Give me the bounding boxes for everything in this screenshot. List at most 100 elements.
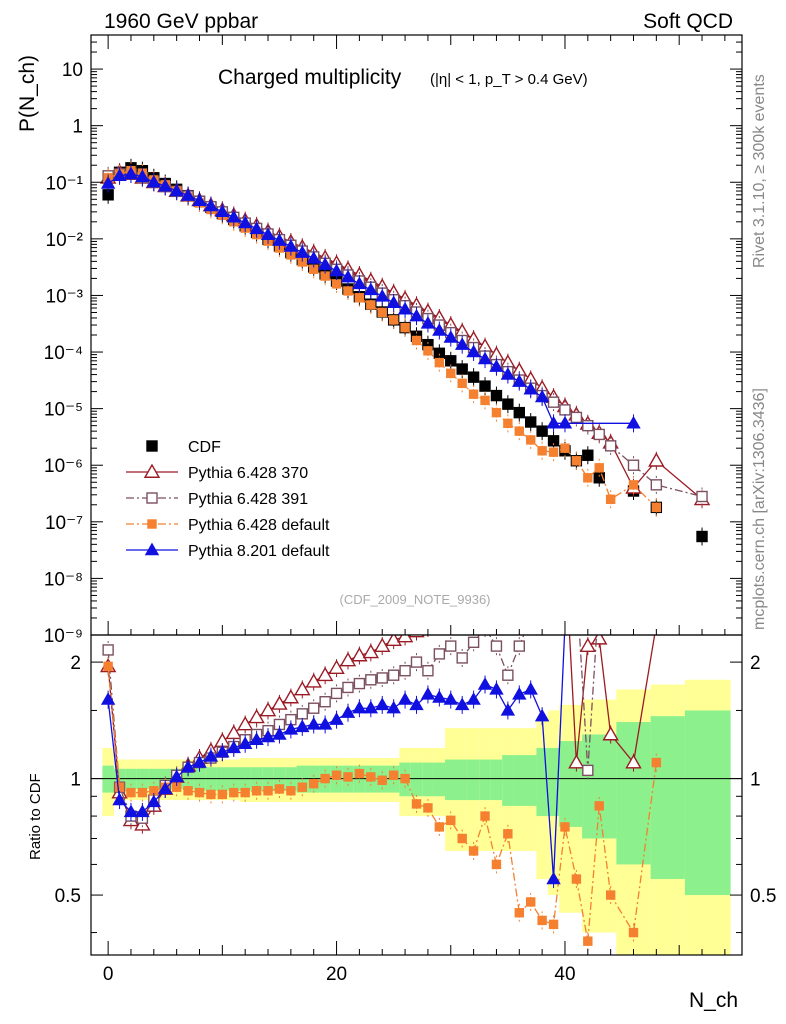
ratio-y-tick-label-right: 0.5 — [750, 886, 776, 907]
main-4-point — [409, 308, 424, 322]
ratio-3-point — [454, 697, 470, 711]
ratio-3-point — [135, 804, 150, 818]
band-inner — [102, 765, 114, 793]
ratio-1-point — [456, 652, 468, 664]
ratio-2-point — [583, 936, 593, 946]
ratio-2-point — [537, 915, 547, 926]
ratio-2-point — [286, 786, 296, 796]
ratio-1-point — [513, 640, 525, 652]
main-0-point — [433, 347, 446, 359]
main-4-point — [432, 323, 447, 336]
main-4-point — [123, 166, 139, 180]
legend-marker — [146, 440, 158, 452]
main-3-point — [366, 300, 376, 310]
main-4-point — [375, 289, 390, 302]
main-4-point — [466, 344, 481, 358]
ratio-2-point — [297, 782, 307, 792]
ratio-1-point — [445, 640, 457, 652]
ratio-0-point — [236, 716, 254, 731]
ratio-1-point — [410, 656, 423, 668]
ratio-3-point — [375, 697, 390, 711]
ratio-y-tick-label-right: 1 — [750, 770, 761, 791]
main-4-point — [329, 263, 344, 277]
ratio-2-point — [183, 786, 193, 796]
ratio-2-point — [651, 757, 662, 768]
ratio-3-point — [226, 740, 241, 754]
ratio-3-series — [100, 635, 566, 889]
main-4-point — [557, 415, 573, 429]
main-0-point — [490, 389, 503, 402]
ratio-panel: 0.5 0.51 12 20 20 40 Ratio to CDF N_ch — [27, 634, 776, 1012]
main-4-point — [500, 367, 516, 380]
ratio-3-point — [363, 700, 379, 714]
main-3-point — [411, 335, 422, 346]
ratio-0-point — [591, 635, 608, 645]
main-2-point — [604, 440, 617, 452]
ratio-3-point — [146, 794, 162, 808]
ratio-1-point — [467, 636, 480, 649]
ratio-y-tick-label: 0.5 — [55, 886, 81, 907]
ratio-3-point — [237, 736, 253, 749]
ratio-1-point — [433, 648, 446, 660]
main-3-point — [560, 443, 570, 453]
main-4-point — [363, 282, 379, 296]
ratio-3-point — [260, 729, 276, 743]
ratio-3-point — [386, 700, 401, 714]
ratio-2-point — [571, 874, 582, 884]
band-inner — [650, 716, 685, 880]
main-4-point — [249, 221, 264, 235]
header-left: 1960 GeV ppbar — [104, 10, 258, 33]
ratio-3-point — [317, 717, 333, 730]
ratio-2-point — [354, 768, 365, 779]
ratio-1-point — [502, 669, 514, 681]
ratio-3-point — [489, 682, 504, 695]
ratio-1-point — [490, 640, 503, 652]
ratio-2-point — [548, 919, 559, 930]
main-2-point — [582, 419, 594, 432]
ratio-2-point — [605, 890, 616, 900]
band-inner — [479, 759, 491, 801]
ratio-3-point — [409, 697, 424, 711]
ratio-3-point — [249, 732, 264, 745]
ratio-2-point — [274, 784, 285, 794]
main-3-point — [583, 473, 593, 483]
ratio-2-point — [480, 811, 490, 821]
chart-title-suffix: (|η| < 1, p_T > 0.4 GeV) — [430, 71, 588, 88]
main-4-point — [489, 359, 504, 372]
main-4-point — [317, 257, 333, 270]
ratio-2-point — [366, 772, 376, 782]
ratio-1-point — [296, 708, 308, 720]
main-0-point — [525, 416, 537, 428]
ratio-2-point — [229, 787, 239, 798]
main-4-point — [203, 198, 219, 212]
main-4-point — [180, 188, 196, 201]
legend-marker — [146, 492, 158, 504]
y-tick-label: 1 — [72, 117, 83, 138]
main-2-point — [570, 411, 583, 424]
main-3-point — [343, 286, 353, 296]
ratio-1-point — [376, 672, 388, 684]
main-4-point — [272, 233, 287, 246]
side-label-top: Rivet 3.1.10, ≥ 300k events — [751, 74, 768, 268]
main-4-point — [420, 316, 436, 329]
ratio-2-point — [343, 772, 353, 782]
ratio-1-point — [422, 665, 434, 677]
main-panel: 10⁻⁹10⁻⁸10⁻⁷10⁻⁶10⁻⁵10⁻⁴10⁻³10⁻²10⁻¹110 … — [16, 34, 743, 647]
main-4-point — [295, 245, 310, 258]
band-inner — [353, 765, 366, 793]
ratio-y-tick-label: 2 — [70, 653, 81, 674]
reference-annotation: (CDF_2009_NOTE_9936) — [339, 592, 490, 607]
ratio-0-point — [294, 681, 311, 696]
ratio-1-point — [308, 702, 320, 714]
ratio-y-tick-label: 1 — [70, 770, 81, 791]
ratio-0-point — [625, 754, 642, 769]
y-tick-label: 10 — [62, 60, 83, 81]
ratio-0-point — [316, 666, 334, 682]
main-4-point — [283, 239, 299, 252]
main-3-series — [103, 161, 662, 517]
chart-title: Charged multiplicity (|η| < 1, p_T > 0.4… — [218, 66, 588, 89]
band-inner — [616, 722, 651, 865]
main-3-point — [526, 435, 536, 445]
legend-marker — [143, 463, 161, 478]
y-tick-label: 10⁻⁵ — [44, 400, 83, 421]
